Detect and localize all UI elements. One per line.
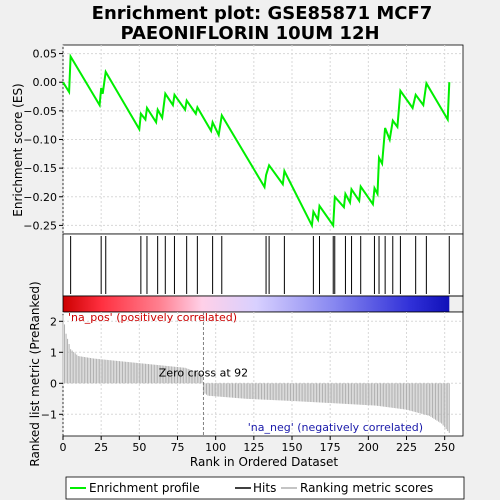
x-tick-label: 100 [205,441,226,454]
rank-strip-panel [62,295,464,313]
metric-tick-label: −1 [41,408,57,421]
rank-color-strip [63,296,450,312]
legend-box [65,476,465,500]
es-tick-label: −0.10 [23,134,57,147]
zero-cross-label: Zero cross at 92 [159,366,248,379]
hits-plot-area [62,233,464,297]
es-tick-label: 0.00 [33,76,58,89]
es-tick-label: −0.25 [23,219,57,232]
legend: Enrichment profile Hits Ranking metric s… [65,476,465,500]
metric-panel: 2 1 0 −1 0 25 50 75 100 125 150 175 200 225 250 Zero … [28,281,464,469]
x-tick-label: 200 [358,441,379,454]
es-tick-label: −0.05 [23,105,57,118]
hit-marks [70,236,450,294]
negative-correlation-label: 'na_neg' (negatively correlated) [248,421,423,434]
positive-correlation-label: 'na_pos' (positively correlated) [68,311,237,324]
x-tick-label: 50 [132,441,146,454]
x-tick-label: 0 [60,441,67,454]
x-tick-label: 25 [94,441,108,454]
es-tick-label: 0.05 [33,48,58,61]
x-tick-label: 150 [282,441,303,454]
x-tick-label: 125 [243,441,264,454]
es-tick-label: −0.15 [23,162,57,175]
chart-title-line2: PAEONIFLORIN 10UM 12H [120,23,379,44]
metric-tick-label: 0 [50,377,57,390]
metric-plot-area [62,311,464,437]
x-tick-label: 225 [396,441,417,454]
metric-bars [62,315,450,433]
metric-tick-label: 1 [50,346,57,359]
es-panel: 0.05 0.00 −0.05 −0.10 −0.15 −0.20 −0.25 Enrich… [11,44,464,235]
metric-y-axis-label: Ranked list metric (PreRanked) [28,281,42,466]
es-gridlines [62,45,463,234]
es-y-axis-ticks: 0.05 0.00 −0.05 −0.10 −0.15 −0.20 −0.25 [23,48,63,232]
es-y-axis-label: Enrichment score (ES) [11,83,25,216]
es-tick-label: −0.20 [23,191,57,204]
x-tick-label: 75 [171,441,185,454]
metric-x-axis-ticks: 0 25 50 75 100 125 150 175 200 225 250 [60,436,455,454]
legend-label-hits: Hits [253,481,276,495]
metric-y-axis-ticks: 2 1 0 −1 [41,315,63,421]
metric-x-axis-label: Rank in Ordered Dataset [190,455,338,469]
hits-panel [62,233,464,297]
legend-label-enrichment: Enrichment profile [89,481,200,495]
x-tick-label: 175 [320,441,341,454]
enrichment-profile-line [62,53,451,229]
legend-label-metric: Ranking metric scores [300,481,433,495]
chart-title-line1: Enrichment plot: GSE85871 MCF7 [92,3,433,24]
metric-tick-label: 2 [50,315,57,328]
x-tick-label: 250 [434,441,455,454]
